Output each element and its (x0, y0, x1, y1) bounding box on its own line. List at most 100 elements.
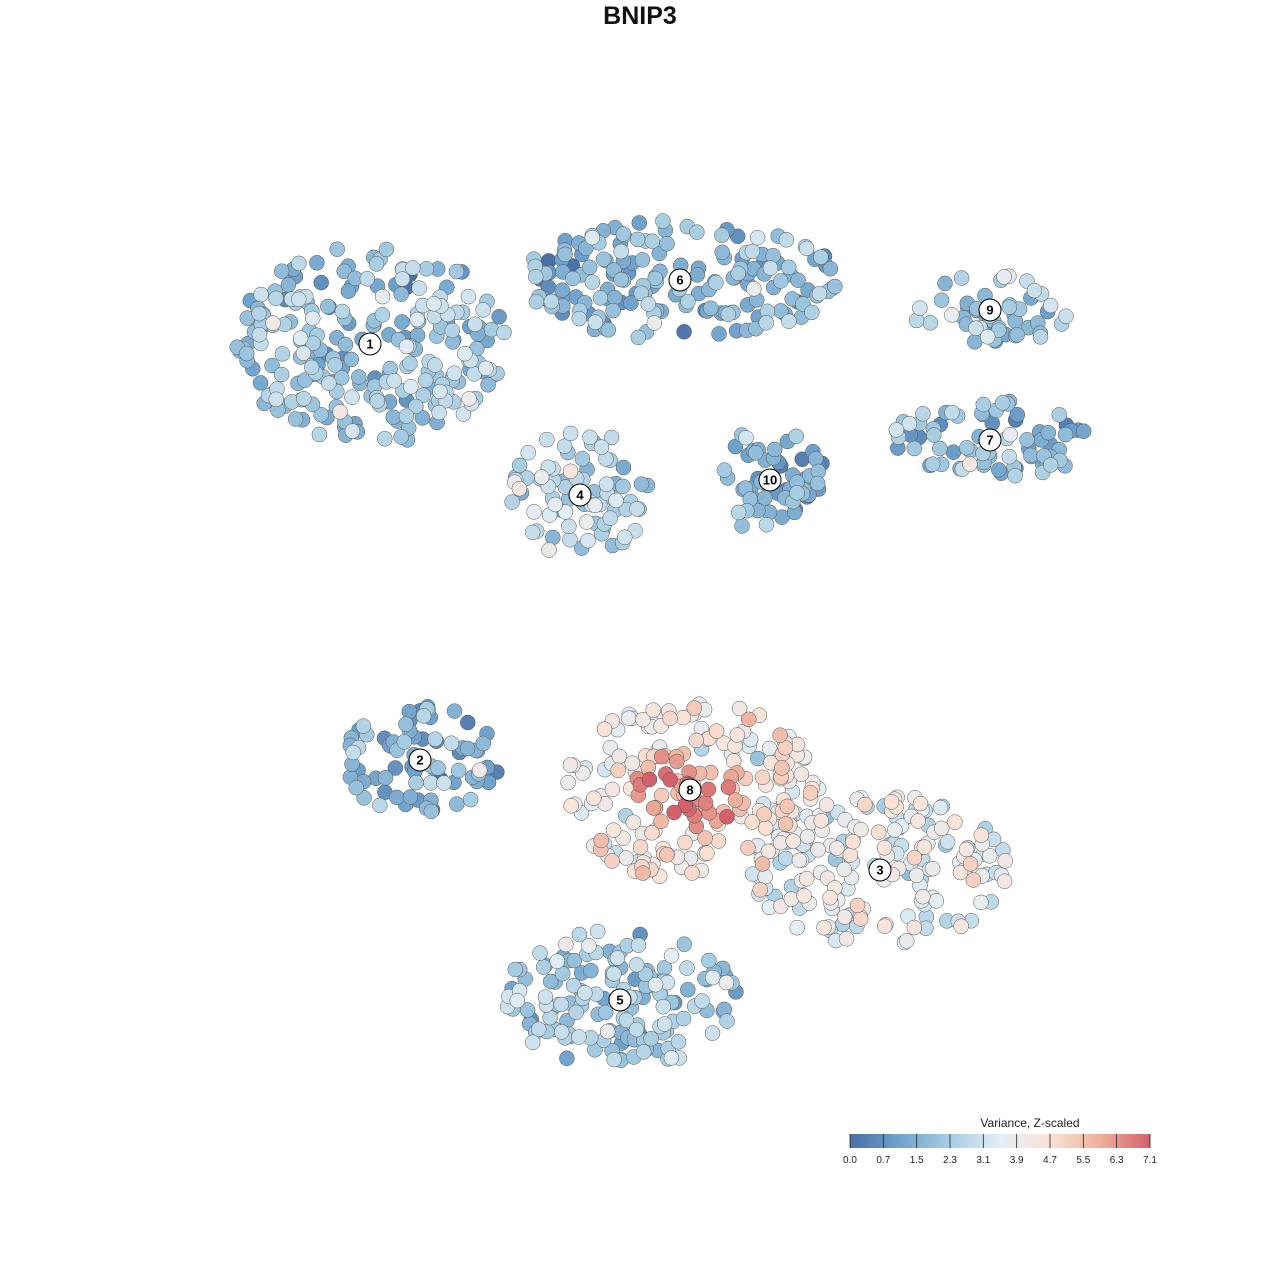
data-point (252, 375, 269, 391)
data-point (679, 960, 695, 976)
data-point (766, 441, 783, 458)
data-point (777, 816, 794, 832)
data-point (973, 827, 990, 843)
data-point (592, 290, 609, 306)
data-point (883, 794, 900, 810)
cluster-label-text: 6 (676, 273, 683, 288)
colorbar-tick-label: 4.7 (1043, 1155, 1057, 1166)
data-point (790, 272, 806, 288)
data-point (562, 531, 578, 548)
data-point (924, 456, 941, 472)
data-point (491, 309, 507, 325)
data-point (653, 748, 670, 765)
data-point (431, 404, 447, 421)
data-point (520, 444, 536, 461)
data-point (933, 820, 950, 837)
data-point (633, 476, 650, 492)
data-point (789, 485, 805, 501)
data-point (560, 774, 576, 791)
data-point (565, 977, 582, 994)
data-point (750, 750, 766, 767)
data-point (427, 731, 443, 747)
data-point (836, 909, 853, 925)
legend-title: Variance, Z-scaled (980, 1116, 1079, 1130)
data-point (754, 856, 771, 872)
data-point (901, 415, 918, 432)
data-point (415, 708, 432, 724)
data-point (524, 524, 541, 541)
data-point (816, 919, 832, 936)
data-point (577, 985, 593, 1001)
data-point (912, 795, 929, 812)
data-point (899, 933, 915, 949)
colorbar (850, 1134, 1150, 1148)
data-point (595, 251, 612, 267)
data-point (703, 300, 719, 316)
data-point (818, 797, 835, 813)
data-point (680, 293, 696, 310)
colorbar-tick-label: 1.5 (910, 1155, 924, 1166)
data-point (372, 797, 388, 814)
data-point (645, 800, 662, 816)
data-point (609, 950, 626, 966)
data-point (532, 945, 548, 961)
data-point (292, 330, 309, 346)
data-point (1051, 407, 1067, 423)
data-point (838, 930, 855, 947)
data-point (309, 255, 325, 271)
data-point (945, 444, 962, 460)
data-point (238, 345, 255, 362)
data-point (777, 850, 794, 867)
data-point (600, 322, 617, 338)
data-point (432, 383, 448, 400)
data-point (396, 734, 413, 750)
data-point (571, 926, 588, 943)
data-point (337, 336, 354, 353)
data-point (403, 379, 419, 395)
data-point (408, 398, 424, 415)
data-point (958, 841, 975, 858)
data-point (641, 771, 658, 788)
data-point (268, 290, 284, 307)
data-point (811, 285, 828, 302)
data-point (629, 501, 645, 517)
data-point (906, 919, 923, 936)
data-point (669, 753, 685, 770)
data-point (558, 936, 574, 953)
data-point (680, 981, 696, 998)
data-point (427, 357, 443, 373)
cluster-label-text: 4 (576, 488, 584, 503)
data-point (836, 861, 853, 878)
data-point (377, 770, 394, 786)
data-point (444, 322, 461, 339)
data-point (788, 428, 805, 445)
data-point (459, 740, 476, 757)
data-point (922, 315, 939, 331)
data-point (659, 847, 675, 863)
data-point (676, 324, 692, 340)
data-point (394, 271, 411, 287)
cluster-label-badge (408, 748, 432, 772)
data-point (746, 281, 762, 297)
data-point (462, 791, 479, 808)
data-point (1009, 406, 1026, 423)
colorbar-ticks: 0.0 0.7 1.5 2.3 3.1 3.9 4.7 5.5 6.3 7.1 (843, 1134, 1157, 1166)
data-point (757, 820, 774, 836)
data-point (628, 957, 645, 973)
data-point (268, 391, 284, 408)
colorbar-tick-label: 2.3 (943, 1155, 957, 1166)
data-point (635, 711, 651, 728)
data-point (264, 357, 280, 374)
data-point (789, 919, 805, 936)
data-point (662, 772, 678, 788)
data-point (605, 302, 621, 319)
data-point (779, 798, 796, 815)
data-point (344, 423, 361, 439)
data-point (714, 244, 730, 261)
data-point (729, 727, 746, 743)
data-point (593, 832, 609, 849)
data-point (757, 490, 773, 506)
data-point (615, 478, 631, 495)
data-point (386, 372, 402, 389)
data-point (398, 408, 415, 424)
